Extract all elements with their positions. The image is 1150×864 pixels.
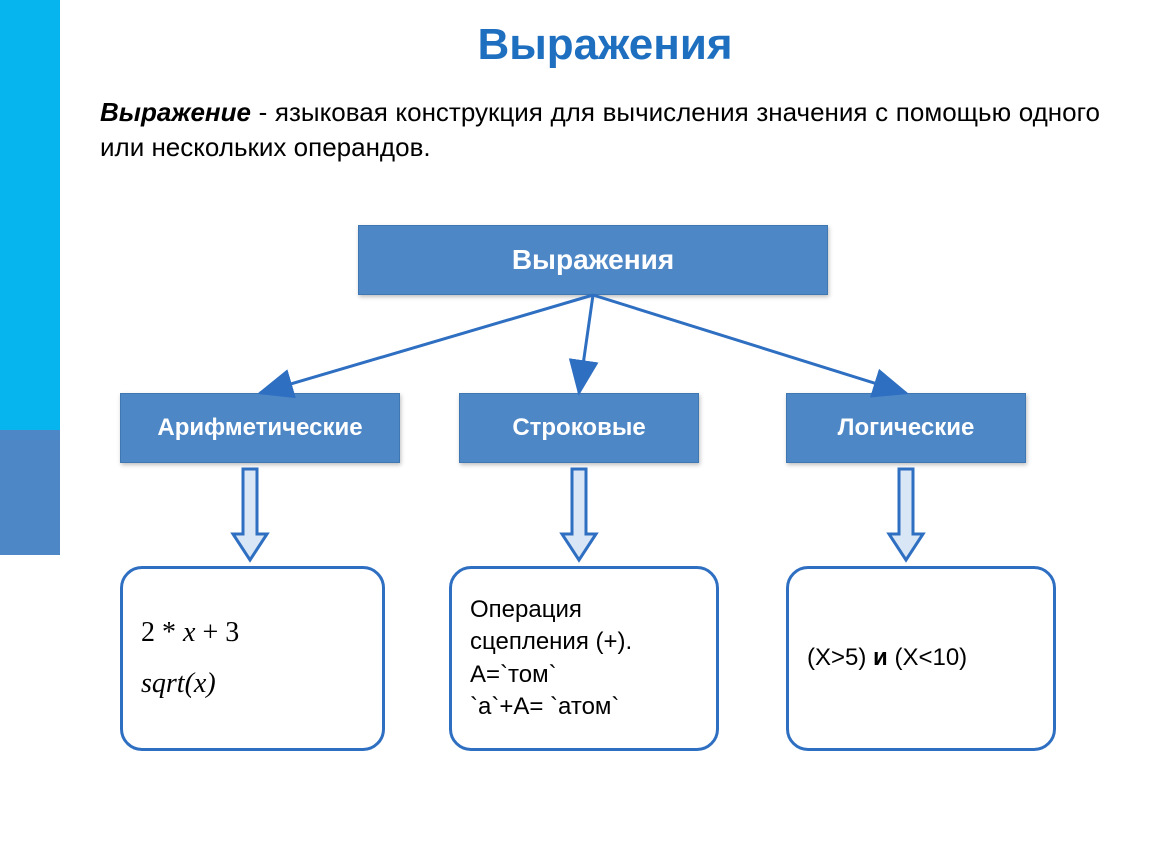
diagram-child-string: Строковые — [459, 393, 699, 463]
child-logical-label: Логические — [838, 414, 975, 442]
child-string-label: Строковые — [512, 414, 645, 442]
example-string-l1: Операция — [470, 594, 698, 626]
definition-paragraph: Выражение - языковая конструкция для выч… — [100, 95, 1100, 165]
slide-title: Выражения — [60, 20, 1150, 70]
example-arithmetic: 2 * x + 3 sqrt(x) — [120, 566, 385, 751]
example-arithmetic-line2: sqrt(x) — [141, 659, 364, 709]
sidebar-accent-mid — [0, 430, 60, 555]
example-string-l4: `а`+А= `атом` — [470, 691, 698, 723]
example-logical: (X>5) и (X<10) — [786, 566, 1056, 751]
diagram-child-logical: Логические — [786, 393, 1026, 463]
definition-rest: - языковая конструкция для вычисления зн… — [100, 97, 1100, 162]
example-logical-line: (X>5) и (X<10) — [807, 642, 1035, 674]
diagram-child-arithmetic: Арифметические — [120, 393, 400, 463]
example-string-l2: сцепления (+). — [470, 626, 698, 658]
child-arithmetic-label: Арифметические — [157, 414, 362, 442]
example-string: Операция сцепления (+). А=`том` `а`+А= `… — [449, 566, 719, 751]
sidebar-accent-top — [0, 0, 60, 430]
example-arithmetic-line1: 2 * x + 3 — [141, 608, 364, 658]
root-label: Выражения — [512, 244, 674, 276]
definition-emph: Выражение — [100, 97, 251, 127]
example-string-l3: А=`том` — [470, 659, 698, 691]
diagram-root-node: Выражения — [358, 225, 828, 295]
sidebar-accent-bottom — [0, 555, 60, 864]
